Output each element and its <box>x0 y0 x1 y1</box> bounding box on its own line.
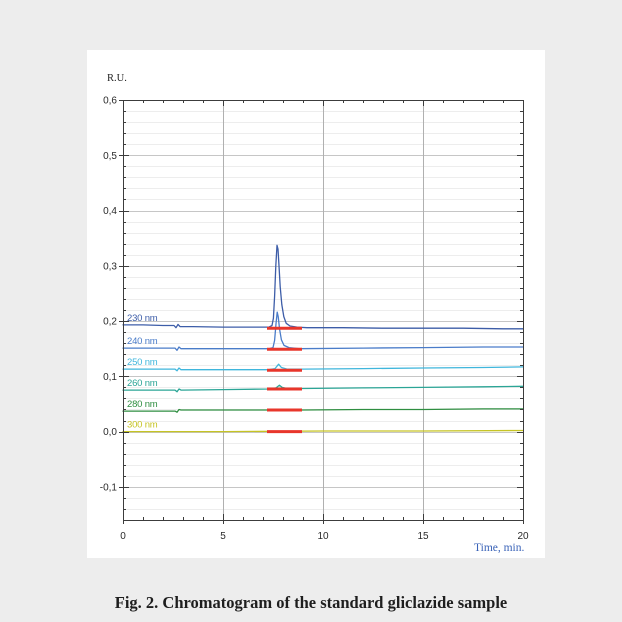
series-line-300-nm <box>122 429 524 433</box>
series-label-280-nm: 280 nm <box>127 399 158 410</box>
y-axis-label: R.U. <box>107 73 127 84</box>
series-line-260-nm <box>122 384 524 393</box>
y-tick-label: 0,3 <box>103 261 117 272</box>
series-labels: 230 nm 240 nm 250 nm 260 nm 280 nm 300 nm <box>127 313 158 431</box>
figure-panel <box>87 50 545 558</box>
axis-ticks <box>119 100 524 524</box>
y-tick-label: -0,1 <box>100 482 118 493</box>
baseline-markers <box>267 326 302 434</box>
traces <box>122 244 524 433</box>
series-label-260-nm: 260 nm <box>127 378 158 389</box>
series-label-240-nm: 240 nm <box>127 336 158 347</box>
y-tick-label: 0,1 <box>103 372 117 383</box>
series-label-230-nm: 230 nm <box>127 313 158 324</box>
series-line-280-nm <box>122 408 524 413</box>
x-tick-label: 5 <box>220 531 226 542</box>
y-tick-labels: 0,6 0,5 0,4 0,3 0,2 0,1 0,0 -0,1 <box>100 96 118 494</box>
y-tick-label: 0,6 <box>103 96 117 107</box>
x-tick-labels: 0 5 10 15 20 <box>120 531 529 542</box>
y-tick-label: 0,2 <box>103 317 117 328</box>
x-tick-label: 15 <box>417 531 429 542</box>
series-label-250-nm: 250 nm <box>127 357 158 368</box>
series-line-250-nm <box>122 363 524 372</box>
grid <box>123 100 523 521</box>
series-label-300-nm: 300 nm <box>127 420 158 431</box>
x-axis-label: Time, min. <box>474 542 525 554</box>
x-tick-label: 20 <box>517 531 529 542</box>
y-tick-label: 0,5 <box>103 151 117 162</box>
y-tick-label: 0,4 <box>103 206 117 217</box>
figure-caption: Fig. 2. Chromatogram of the standard gli… <box>114 593 508 612</box>
series-line-240-nm <box>122 311 524 351</box>
series-line-230-nm <box>122 244 524 330</box>
x-tick-label: 10 <box>317 531 329 542</box>
y-tick-label: 0,0 <box>103 427 117 438</box>
x-tick-label: 0 <box>120 531 126 542</box>
